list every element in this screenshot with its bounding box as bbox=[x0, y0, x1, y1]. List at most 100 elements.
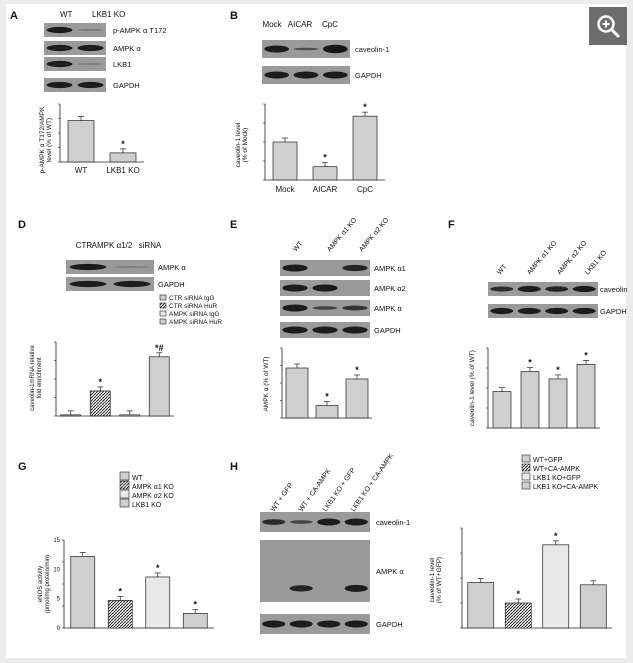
blot-strip bbox=[44, 41, 106, 55]
blot-band bbox=[312, 306, 338, 310]
blot-band bbox=[262, 620, 286, 628]
blot-band bbox=[545, 286, 569, 292]
blot-band bbox=[282, 284, 308, 292]
chart-significance-star: * bbox=[516, 589, 520, 599]
legend-label: AMPK α1 KO bbox=[132, 484, 174, 491]
chart-significance-star: * bbox=[98, 377, 102, 387]
chart-significance-star: * bbox=[156, 563, 160, 573]
chart-y-label: eNOS activity bbox=[38, 566, 44, 602]
blot-strip bbox=[488, 304, 598, 318]
panel-letter: E bbox=[230, 219, 237, 231]
chart-bar bbox=[89, 390, 111, 417]
chart-y-label: caveolin-1 level bbox=[429, 557, 436, 602]
zoom-in-icon bbox=[597, 15, 620, 38]
chart-y-tick-label: 0 bbox=[57, 626, 61, 632]
blot-band bbox=[289, 520, 313, 524]
blot-strip bbox=[44, 57, 106, 71]
chart-bar bbox=[352, 115, 378, 181]
blot-band bbox=[46, 81, 73, 89]
legend-swatch bbox=[521, 463, 531, 472]
chart-bar bbox=[548, 378, 568, 429]
blot-band bbox=[323, 71, 348, 79]
blot-band bbox=[113, 266, 151, 268]
blot-band bbox=[342, 305, 368, 311]
blot-row-label: AMPK α2 bbox=[374, 284, 406, 293]
blot-row-label: AMPK α1 bbox=[374, 264, 406, 273]
chart-significance-star: * bbox=[363, 102, 367, 112]
zoom-button[interactable] bbox=[589, 7, 627, 45]
chart-bar bbox=[312, 166, 338, 181]
chart-category-label: CpC bbox=[357, 185, 373, 194]
blot-row-label: GAPDH bbox=[158, 280, 185, 289]
blot-row-label: AMPK α bbox=[376, 567, 404, 576]
legend-label: WT bbox=[132, 475, 144, 482]
blot-band bbox=[344, 620, 368, 628]
chart-y-label: fold enrichment bbox=[37, 357, 43, 398]
legend-swatch bbox=[521, 454, 531, 463]
legend-swatch bbox=[119, 489, 130, 499]
blot-band bbox=[490, 307, 514, 315]
legend-label: CTR siRNA IgG bbox=[169, 295, 215, 302]
chart-bar bbox=[119, 414, 141, 417]
blot-band bbox=[77, 81, 104, 89]
chart-category-label: AICAR bbox=[313, 185, 338, 194]
blot-strip bbox=[66, 260, 154, 274]
chart-category-label: WT bbox=[75, 166, 88, 175]
chart-bar bbox=[107, 600, 133, 629]
chart-bar bbox=[182, 612, 208, 629]
blot-band bbox=[545, 307, 569, 315]
chart-significance-star: * bbox=[325, 392, 329, 402]
blot-lane-label: LKB1 KO bbox=[92, 10, 125, 19]
blot-band bbox=[77, 29, 104, 31]
blot-band bbox=[344, 518, 368, 526]
chart-y-label: level (% of WT) bbox=[46, 118, 53, 162]
blot-row-label: GAPDH bbox=[376, 620, 403, 629]
chart-significance-star: * bbox=[556, 365, 560, 375]
chart-bar bbox=[60, 414, 82, 417]
chart-bar bbox=[492, 391, 512, 429]
chart-significance-star: * bbox=[118, 586, 122, 596]
blot-band bbox=[69, 263, 107, 271]
chart-y-label: caveolin-1 level (% of WT) bbox=[469, 350, 476, 426]
blot-band bbox=[517, 307, 541, 315]
chart-significance-star: * bbox=[355, 365, 359, 375]
chart-y-label: (% of WT+GFP) bbox=[436, 557, 443, 603]
chart-bar bbox=[345, 378, 369, 419]
chart-bar bbox=[576, 364, 596, 429]
blot-band bbox=[113, 280, 151, 288]
blot-lane-label: siRNA bbox=[139, 241, 162, 250]
legend-label: AMPK α2 KO bbox=[132, 493, 174, 500]
chart-significance-star: * bbox=[193, 599, 197, 609]
blot-band bbox=[293, 71, 319, 79]
blot-lane-label: AICAR bbox=[288, 20, 313, 29]
chart-y-label: caveolin-1 level bbox=[235, 122, 242, 167]
legend-label: AMPK siRNA HuR bbox=[169, 319, 222, 326]
blot-strip bbox=[66, 277, 154, 291]
chart-bar bbox=[542, 544, 570, 629]
blot-row-label: caveolin bbox=[600, 285, 628, 294]
blot-band bbox=[323, 44, 348, 54]
legend-swatch bbox=[159, 318, 167, 325]
blot-band bbox=[572, 307, 596, 315]
blot-band bbox=[572, 285, 596, 293]
chart-significance-star: * bbox=[584, 350, 588, 360]
chart-category-label: LKB1 KO bbox=[106, 166, 139, 175]
panel-letter: F bbox=[448, 219, 455, 231]
legend-label: WT+CA-AMPK bbox=[533, 466, 580, 473]
blot-band bbox=[293, 47, 319, 51]
legend-label: AMPK siRNA IgG bbox=[169, 311, 220, 318]
chart-y-label: p-AMPK α T172/AMPK bbox=[39, 106, 46, 173]
blot-band bbox=[344, 584, 368, 592]
blot-band bbox=[517, 285, 541, 293]
panel-letter: A bbox=[10, 10, 18, 22]
chart-bar bbox=[272, 141, 298, 181]
blot-row-label: caveolin-1 bbox=[355, 45, 389, 54]
legend-label: LKB1 KO+CA-AMPK bbox=[533, 484, 598, 491]
legend-label: WT+GFP bbox=[533, 457, 563, 464]
panel-letter: D bbox=[18, 219, 26, 231]
blot-strip bbox=[44, 23, 106, 37]
blot-band bbox=[264, 71, 289, 79]
chart-y-tick-label: 10 bbox=[53, 567, 60, 573]
blot-lane-label: WT bbox=[60, 10, 73, 19]
